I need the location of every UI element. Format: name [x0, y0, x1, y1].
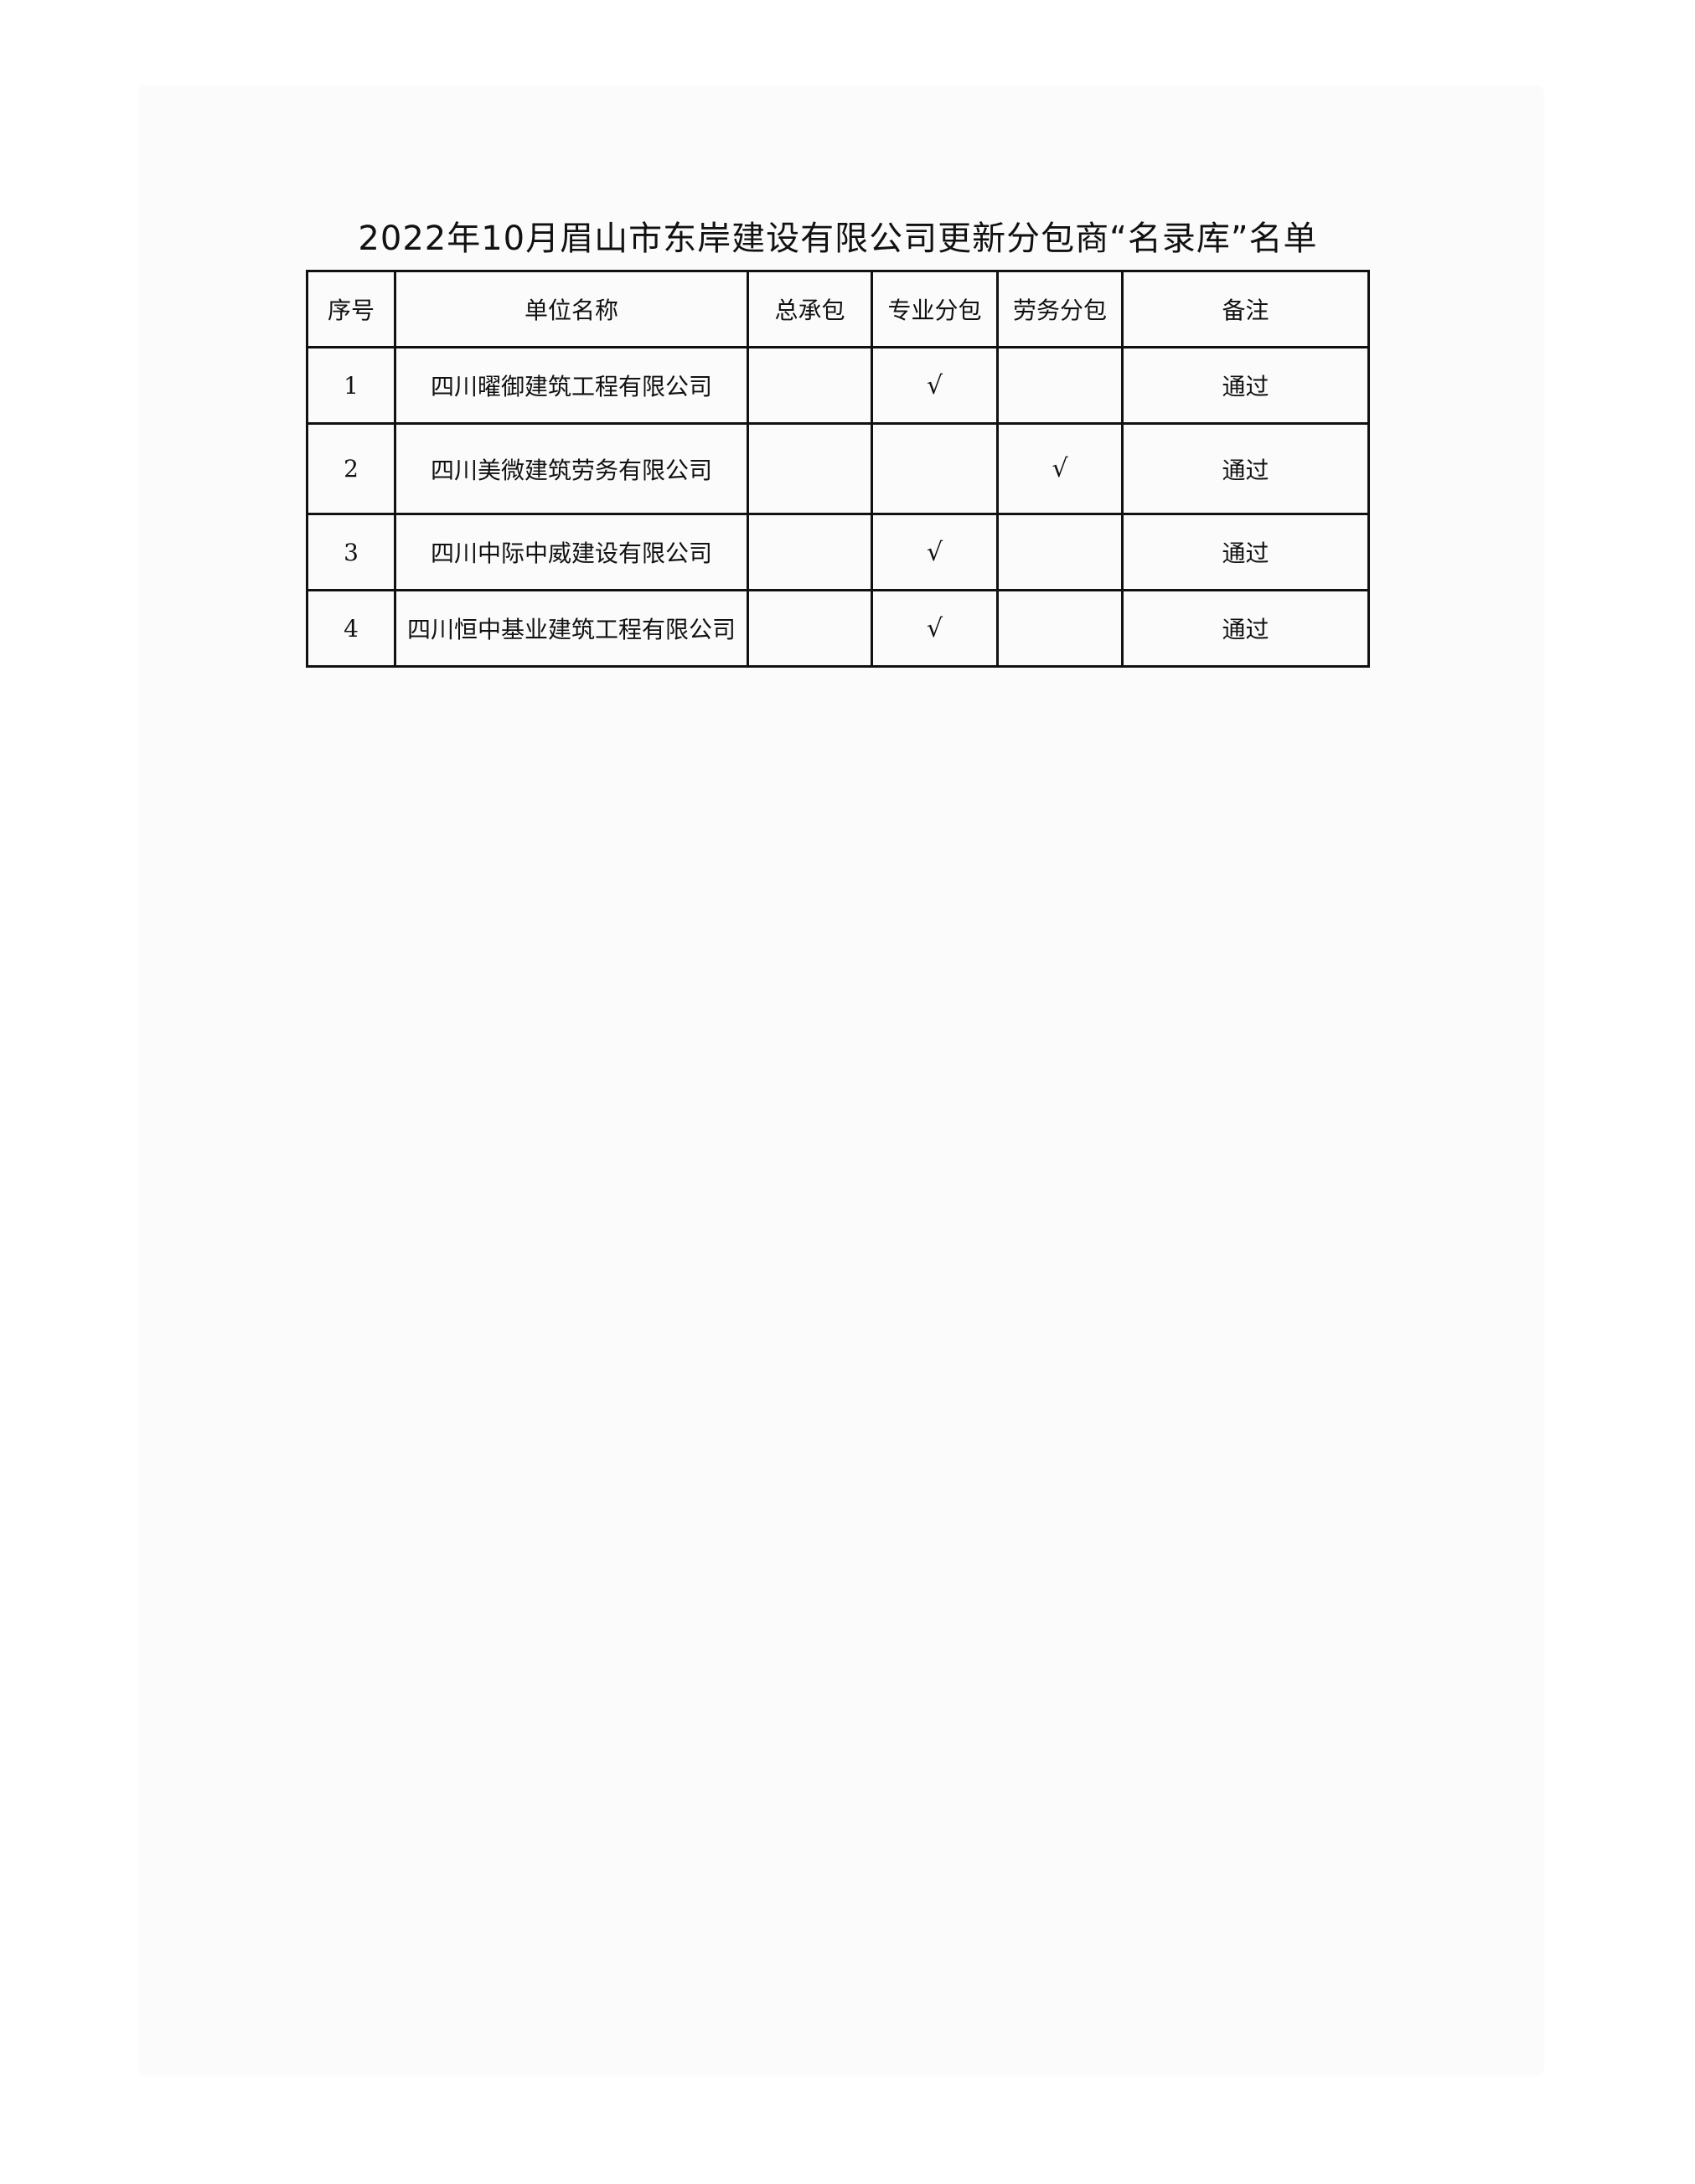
cell-remark: 通过	[1121, 513, 1370, 591]
header-name: 单位名称	[394, 270, 749, 349]
cell-specialty: √	[871, 589, 999, 668]
header-no: 序号	[306, 270, 396, 349]
table-header-row: 序号 单位名称 总承包 专业分包 劳务分包 备注	[306, 270, 1370, 349]
cell-specialty: √	[871, 513, 999, 591]
cell-general	[747, 346, 873, 425]
cell-remark: 通过	[1121, 589, 1370, 668]
cell-name: 四川曜御建筑工程有限公司	[394, 346, 749, 425]
header-labor: 劳务分包	[996, 270, 1124, 349]
cell-name: 四川美微建筑劳务有限公司	[394, 422, 749, 515]
cell-specialty	[871, 422, 999, 515]
document-title: 2022年10月眉山市东岸建设有限公司更新分包商“名录库”名单	[358, 219, 1318, 258]
cell-labor	[996, 513, 1124, 591]
header-specialty: 专业分包	[871, 270, 999, 349]
cell-no: 3	[306, 513, 396, 591]
cell-specialty: √	[871, 346, 999, 425]
cell-name: 四川恒中基业建筑工程有限公司	[394, 589, 749, 668]
cell-general	[747, 513, 873, 591]
header-remark: 备注	[1121, 270, 1370, 349]
cell-labor: √	[996, 422, 1124, 515]
cell-no: 1	[306, 346, 396, 425]
cell-general	[747, 589, 873, 668]
cell-labor	[996, 346, 1124, 425]
subcontractor-table: 序号 单位名称 总承包 专业分包 劳务分包 备注 1 四川曜御建筑工程有限公司 …	[306, 270, 1370, 668]
table-row: 3 四川中际中威建设有限公司 √ 通过	[306, 513, 1370, 591]
cell-no: 4	[306, 589, 396, 668]
table-row: 4 四川恒中基业建筑工程有限公司 √ 通过	[306, 589, 1370, 668]
table-row: 1 四川曜御建筑工程有限公司 √ 通过	[306, 346, 1370, 425]
cell-no: 2	[306, 422, 396, 515]
cell-name: 四川中际中威建设有限公司	[394, 513, 749, 591]
cell-remark: 通过	[1121, 346, 1370, 425]
cell-general	[747, 422, 873, 515]
table-row: 2 四川美微建筑劳务有限公司 √ 通过	[306, 422, 1370, 515]
header-general: 总承包	[747, 270, 873, 349]
cell-remark: 通过	[1121, 422, 1370, 515]
cell-labor	[996, 589, 1124, 668]
